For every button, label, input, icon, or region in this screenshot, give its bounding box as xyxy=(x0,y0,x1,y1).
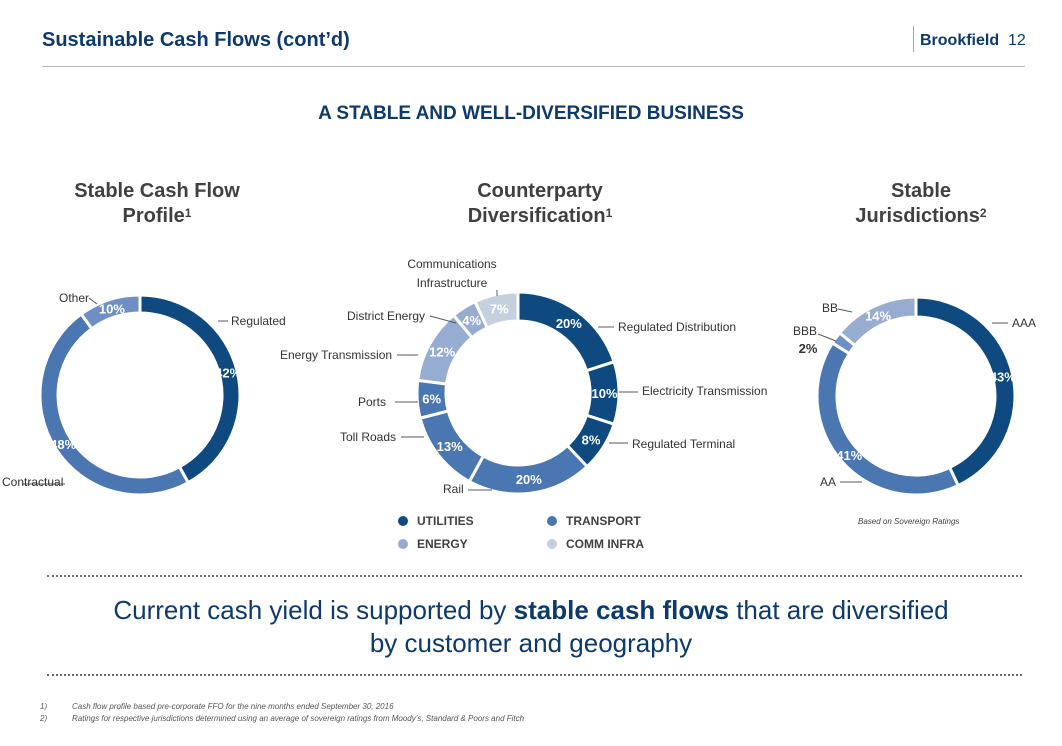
category-label-district-energy: District Energy xyxy=(347,309,425,323)
section-heading: A STABLE AND WELL-DIVERSIFIED BUSINESS xyxy=(318,103,744,124)
value-label-other: 10% xyxy=(99,301,125,316)
category-label-energy-transmission: Energy Transmission xyxy=(280,348,392,362)
value-label-ports: 6% xyxy=(422,391,441,406)
chart-title-line2: Profile xyxy=(122,205,185,227)
footnote-marker: 1 xyxy=(184,206,192,220)
chart-title-cash-flow: Stable Cash Flow Profile1 xyxy=(47,179,267,229)
value-label-toll-roads: 13% xyxy=(437,439,463,454)
legend-label: COMM INFRA xyxy=(566,537,644,551)
chart-title-line1: Counterparty xyxy=(477,180,603,202)
value-label-regulated-distribution: 20% xyxy=(556,316,582,331)
header-divider xyxy=(42,66,1025,67)
page-number: 12 xyxy=(1008,32,1026,49)
tagline-post: that are diversified xyxy=(728,595,949,625)
donut-slice-communications-infrastructure xyxy=(472,290,520,330)
category-label-toll-roads: Toll Roads xyxy=(340,430,396,444)
chart-title-line2: Jurisdictions xyxy=(855,205,980,227)
legend-label: ENERGY xyxy=(417,537,468,551)
footnote-marker: 1 xyxy=(605,206,613,220)
legend-label: TRANSPORT xyxy=(566,514,641,528)
ratings-note: Based on Sovereign Ratings xyxy=(858,517,960,526)
tagline-line2: by customer and geography xyxy=(369,628,693,658)
value-label-contractual: 48% xyxy=(50,437,76,452)
category-label-regulated: Regulated xyxy=(231,314,286,328)
value-label-electricity-transmission: 10% xyxy=(591,386,617,401)
category-label-aaa: AAA xyxy=(1012,316,1036,330)
donut-slice-other xyxy=(79,293,142,331)
value-label-aa: 41% xyxy=(836,448,862,463)
footnotes: 1) Cash flow profile based pre-corporate … xyxy=(40,702,524,726)
footnote-number: 2) xyxy=(40,714,48,723)
legend-swatch xyxy=(547,516,557,526)
brand-separator xyxy=(913,26,914,52)
category-label-bbb: BBB xyxy=(793,324,817,338)
category-label-communications-infrastructure: Communications xyxy=(407,257,496,271)
legend-item-energy: ENERGY xyxy=(398,537,468,551)
donut-slice-aa xyxy=(815,340,961,497)
chart-title-counterparty: Counterparty Diversification1 xyxy=(430,179,650,229)
brand-logo: Brookfield xyxy=(920,32,1000,49)
legend-swatch xyxy=(398,516,408,526)
value-label-bb: 14% xyxy=(865,308,891,323)
chart-title-line1: Stable Cash Flow xyxy=(74,180,240,202)
category-label-aa: AA xyxy=(820,475,836,489)
chart-title-line2: Diversification xyxy=(467,205,606,227)
tagline-emphasis: stable cash flows xyxy=(513,595,729,625)
category-label-electricity-transmission: Electricity Transmission xyxy=(642,384,767,398)
footnote-text: Cash flow profile based pre-corporate FF… xyxy=(72,702,394,711)
value-label-regulated-terminal: 8% xyxy=(582,432,601,447)
leader-line-district-energy xyxy=(429,315,457,324)
category-label-ports: Ports xyxy=(358,395,386,409)
dotted-divider-top xyxy=(47,575,1022,577)
category-label-regulated-distribution: Regulated Distribution xyxy=(618,320,736,334)
donut-slice-contractual xyxy=(38,312,191,497)
tagline: Current cash yield is supported by stabl… xyxy=(0,594,1062,660)
legend-item-transport: TRANSPORT xyxy=(547,514,641,528)
value-label-energy-transmission: 12% xyxy=(429,344,455,359)
donut-slice-bb xyxy=(837,295,918,348)
legend-label: UTILITIES xyxy=(417,514,474,528)
leader-line-bbb xyxy=(817,333,837,342)
category-label-rail: Rail xyxy=(443,482,464,496)
value-label-regulated: 42% xyxy=(215,365,241,380)
legend-item-utilities: UTILITIES xyxy=(398,514,474,528)
footnote-number: 1) xyxy=(40,702,48,711)
value-label-communications-infrastructure: 7% xyxy=(490,302,509,317)
category-label-regulated-terminal: Regulated Terminal xyxy=(632,437,735,451)
leader-line-bb xyxy=(837,308,853,313)
footnote-text: Ratings for respective jurisdictions det… xyxy=(72,714,525,723)
category-label-other: Other xyxy=(59,291,89,305)
value-label-district-energy: 4% xyxy=(462,313,481,328)
donut-slice-aaa xyxy=(914,295,1017,488)
category-label-contractual: Contractual xyxy=(2,475,63,489)
leader-line-other xyxy=(88,297,98,305)
footnote-2: 2) Ratings for respective jurisdictions d… xyxy=(40,714,524,726)
tagline-pre: Current cash yield is supported by xyxy=(113,595,514,625)
value-label-bbb: 2% xyxy=(799,341,818,356)
donut-slice-regulated-distribution xyxy=(516,290,616,373)
value-label-rail: 20% xyxy=(516,472,542,487)
category-label-bb: BB xyxy=(822,301,838,315)
page-title: Sustainable Cash Flows (cont’d) xyxy=(42,29,350,51)
donut-slice-regulated xyxy=(138,293,242,485)
chart-title-jurisdictions: Stable Jurisdictions2 xyxy=(811,179,1031,229)
footnote-1: 1) Cash flow profile based pre-corporate … xyxy=(40,702,524,714)
dotted-divider-bottom xyxy=(47,674,1022,676)
category-label-communications-infrastructure: Infrastructure xyxy=(417,276,488,290)
footnote-marker: 2 xyxy=(979,206,987,220)
legend-swatch xyxy=(547,539,557,549)
chart-title-line1: Stable xyxy=(890,180,952,202)
legend-item-comm-infra: COMM INFRA xyxy=(547,537,644,551)
value-label-aaa: 43% xyxy=(990,370,1016,385)
legend-swatch xyxy=(398,539,408,549)
